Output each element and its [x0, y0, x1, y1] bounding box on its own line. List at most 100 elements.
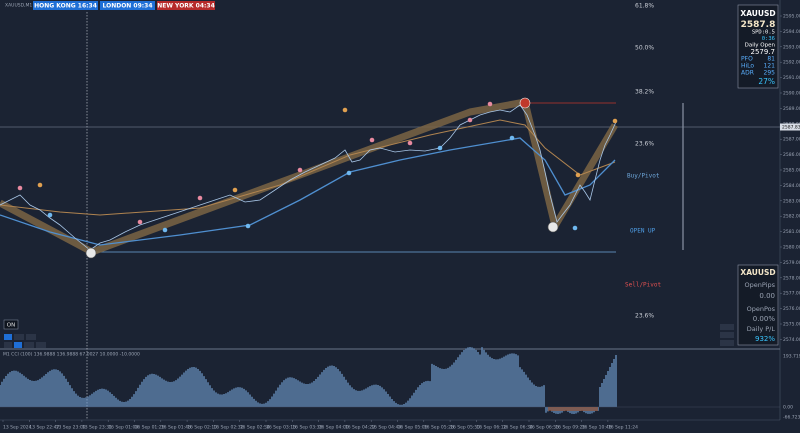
bar-timer: 0:36: [762, 36, 775, 42]
open-pips-value: 0.00: [759, 292, 775, 300]
toolbar-button[interactable]: [36, 342, 46, 348]
panel-symbol: XAUUSD: [740, 9, 775, 18]
low-arrow-icon: [85, 247, 97, 259]
session-label: NEW YORK 04:34: [157, 2, 215, 9]
time-label: 16 Sep 04:22: [345, 425, 375, 431]
current-price-box: [780, 123, 800, 131]
toolbar-button[interactable]: [720, 332, 734, 338]
price-label: 2584.00: [783, 183, 800, 189]
price-label: 2589.00: [783, 106, 800, 112]
open-pips-label: OpenPips: [745, 281, 776, 289]
signal-dot: [572, 225, 578, 231]
price-label: 2586.00: [783, 152, 800, 158]
on-button[interactable]: [3, 319, 19, 330]
signal-dot: [162, 227, 168, 233]
price-label: 2595.00: [783, 14, 800, 20]
toolbar-button[interactable]: [4, 334, 12, 340]
open-label: OPEN UP: [630, 228, 656, 235]
price-label: 2579.00: [783, 260, 800, 266]
price-label: 2581.00: [783, 229, 800, 235]
toolbar-button[interactable]: [14, 334, 24, 340]
time-label: 13 Sep 23:31: [82, 425, 112, 431]
signal-dot: [612, 118, 618, 124]
cci-negative: [548, 407, 598, 411]
signal-dot: [37, 182, 43, 188]
toolbar-button[interactable]: [720, 340, 734, 346]
toolbar-button[interactable]: [14, 342, 22, 348]
signal-dot: [232, 187, 238, 193]
time-label: 16 Sep 03:16: [266, 425, 296, 431]
panel-price: 2587.8: [741, 20, 776, 30]
signal-dot: [342, 107, 348, 113]
low-arrow-icon: [547, 221, 559, 233]
time-label: 16 Sep 02:32: [213, 425, 243, 431]
stat-value: 121: [764, 63, 776, 70]
indicator-axis-label: 193.7198: [783, 354, 800, 360]
toolbar-button[interactable]: [24, 342, 34, 348]
fib-label: 50.0%: [635, 45, 654, 52]
price-label: 2576.00: [783, 306, 800, 312]
price-label: 2590.00: [783, 91, 800, 97]
stat-rows: PFO 81 HiLo 121 ADR 295: [741, 56, 775, 77]
signal-dot: [137, 219, 143, 225]
daily-pl-label: Daily P/L: [747, 325, 776, 333]
on-button-label[interactable]: ON: [7, 323, 15, 329]
price-label: 2574.00: [783, 337, 800, 343]
stat-value: 295: [764, 70, 776, 77]
cci-histogram: [0, 347, 780, 414]
signal-dot: [467, 117, 473, 123]
price-label: 2575.00: [783, 322, 800, 328]
signal-dot: [575, 172, 581, 178]
price-label: 2583.00: [783, 198, 800, 204]
price-label: 2577.00: [783, 291, 800, 297]
fib-label: 38.2%: [635, 89, 654, 96]
session-label: LONDON 09:34: [102, 2, 152, 9]
signal-dot: [197, 195, 203, 201]
toolbar-button[interactable]: [4, 342, 12, 348]
signal-dot: [297, 167, 303, 173]
signal-dot: [407, 140, 413, 146]
daily-open-value: 2579.7: [751, 48, 776, 56]
time-label: 16 Sep 05:28: [424, 425, 454, 431]
price-label: 2592.00: [783, 60, 800, 66]
signal-dot: [47, 212, 53, 218]
axes: 2595.00 2594.00 2593.00 2592.00 2591.00 2590.…: [2, 14, 800, 431]
signal-dot: [346, 170, 352, 176]
stat-value: 81: [767, 56, 775, 63]
open-pos-value: 0.00%: [753, 315, 776, 323]
time-label: 13 Sep 22:47: [29, 425, 59, 431]
price-label: 2585.00: [783, 168, 800, 174]
signal-dots: [17, 101, 618, 233]
toolbar-button[interactable]: [26, 334, 36, 340]
moving-average-fast: [0, 137, 616, 246]
time-label: 16 Sep 06:12: [476, 425, 506, 431]
session-box: [100, 1, 155, 10]
spread: SPD:0.5: [752, 30, 775, 36]
buy-pivot-label: Buy/Pivot: [627, 173, 660, 180]
indicator-label: M1 CCI (100) 136.9888 136.9888 67.0027 1…: [3, 352, 140, 358]
time-label: 16 Sep 02:54: [240, 425, 270, 431]
time-label: 16 Sep 02:10: [187, 425, 217, 431]
indicator-axis-label: -66.7232: [783, 415, 800, 421]
time-label: 16 Sep 09:26: [555, 425, 585, 431]
time-label: 16 Sep 10:48: [582, 425, 612, 431]
indicator-axis-label: 0.00: [783, 405, 793, 411]
signal-dot: [437, 145, 443, 151]
adr-percent: 27%: [758, 77, 775, 86]
signal-dot: [245, 223, 251, 229]
time-label: 16 Sep 04:00: [319, 425, 349, 431]
signal-dot: [17, 185, 23, 191]
time-label: 16 Sep 03:38: [292, 425, 322, 431]
time-label: 16 Sep 06:56: [529, 425, 559, 431]
price-label: 2593.00: [783, 44, 800, 50]
time-label: 16 Sep 01:26: [135, 425, 165, 431]
current-price-label: 2587.83: [782, 125, 800, 131]
signal-dot: [509, 135, 515, 141]
session-box: [33, 1, 98, 10]
price-label: 2580.00: [783, 245, 800, 251]
signal-dot: [487, 101, 493, 107]
fib-label: 61.8%: [635, 3, 654, 10]
fib-label: 23.6%: [635, 313, 654, 320]
toolbar-button[interactable]: [720, 324, 734, 330]
time-label: 16 Sep 06:34: [503, 425, 533, 431]
